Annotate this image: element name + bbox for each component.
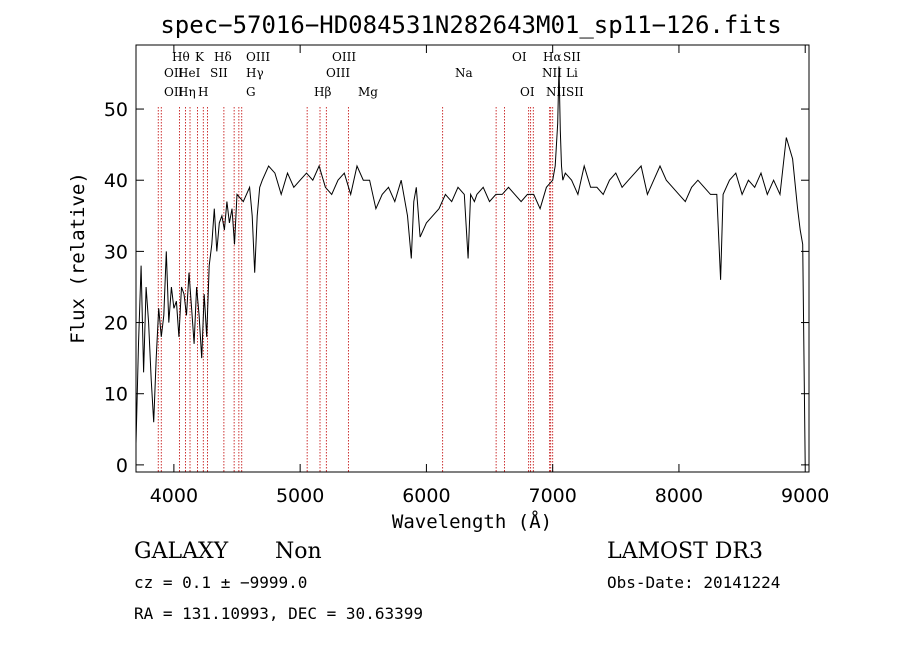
plot-frame xyxy=(135,44,810,473)
redshift-cz: cz = 0.1 ± −9999.0 xyxy=(134,573,307,592)
line-label-oiii-3: OIII xyxy=(326,66,350,80)
line-label-oiii-1: OIII xyxy=(246,50,270,64)
line-label-htheta: Hθ xyxy=(172,50,190,64)
y-tick-label: 40 xyxy=(104,170,128,192)
line-label-hei: HeI xyxy=(178,66,201,80)
y-tick-label: 10 xyxy=(104,384,128,406)
x-tick-label: 6000 xyxy=(402,485,450,507)
line-label-hbeta: Hβ xyxy=(314,85,331,99)
line-label-nii-2: NII xyxy=(546,85,566,99)
x-tick-label: 5000 xyxy=(276,485,324,507)
y-tick-label: 30 xyxy=(104,241,128,263)
spectral-line-markers xyxy=(157,107,554,472)
ra-dec: RA = 131.10993, DEC = 30.63399 xyxy=(134,604,423,623)
line-label-sii: SII xyxy=(210,66,228,80)
y-tick-label: 50 xyxy=(104,99,128,121)
line-label-hdelta: Hδ xyxy=(214,50,232,64)
x-tick-label: 9000 xyxy=(781,485,829,507)
line-label-sii-2: SII xyxy=(563,50,581,64)
y-tick-label: 20 xyxy=(104,313,128,335)
line-label-oii: OII xyxy=(164,66,184,80)
observation-date: Obs-Date: 20141224 xyxy=(607,573,780,592)
x-axis-ticks: 4000 5000 6000 7000 8000 9000 xyxy=(150,45,829,507)
line-label-oii-2: OII xyxy=(164,85,184,99)
line-label-nii-1: NII xyxy=(542,66,562,80)
line-label-halpha: Hα xyxy=(543,50,562,64)
line-label-na: Na xyxy=(455,66,473,80)
y-tick-label: 0 xyxy=(116,455,128,477)
line-label-li: Li xyxy=(566,66,578,80)
survey-name: LAMOST DR3 xyxy=(607,539,763,564)
line-label-oi-1: OI xyxy=(512,50,527,64)
line-label-oiii-2: OIII xyxy=(332,50,356,64)
line-label-mg: Mg xyxy=(358,85,378,99)
line-label-heta: Hη xyxy=(178,85,196,99)
x-tick-label: 4000 xyxy=(150,485,198,507)
object-subclass: Non xyxy=(275,539,322,564)
object-class: GALAXY xyxy=(134,539,229,564)
line-label-oi-2: OI xyxy=(520,85,535,99)
chart-title: spec−57016−HD084531N282643M01_sp11−126.f… xyxy=(160,11,781,39)
line-label-h: H xyxy=(198,85,208,99)
line-label-g: G xyxy=(246,85,256,99)
x-axis-label: Wavelength (Å) xyxy=(392,510,552,533)
line-label-hgamma: Hγ xyxy=(246,66,264,80)
x-tick-label: 8000 xyxy=(655,485,703,507)
line-label-sii-3: SII xyxy=(566,85,584,99)
y-axis-label: Flux (relative) xyxy=(67,172,89,344)
x-tick-label: 7000 xyxy=(528,485,576,507)
spectrum-line xyxy=(135,66,806,465)
line-label-k: K xyxy=(195,50,205,64)
y-axis-ticks: 0 10 20 30 40 50 xyxy=(104,99,809,477)
